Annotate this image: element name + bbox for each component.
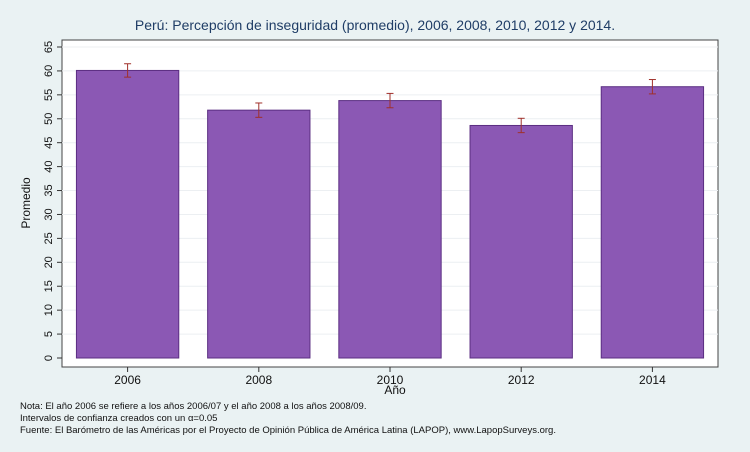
confidence-note: Intervalos de confianza creados con un α… (20, 413, 218, 424)
y-tick-label: 40 (43, 160, 55, 172)
y-tick-label: 35 (43, 184, 55, 196)
x-tick-label: 2012 (508, 373, 535, 387)
x-tick-label: 2008 (245, 373, 272, 387)
y-tick-label: 10 (43, 304, 55, 316)
y-tick-label: 45 (43, 137, 55, 149)
bar-chart: Perú: Percepción de inseguridad (promedi… (19, 17, 719, 397)
y-tick-label: 30 (43, 208, 55, 220)
y-axis-label: Promedio (19, 177, 33, 229)
x-tick-label: 2014 (639, 373, 666, 387)
y-tick-label: 0 (43, 355, 55, 361)
y-tick-label: 25 (43, 232, 55, 244)
y-tick-label: 65 (43, 41, 55, 53)
y-tick-label: 55 (43, 89, 55, 101)
source-text: Fuente: El Barómetro de las Américas por… (20, 425, 556, 436)
y-tick-label: 5 (43, 331, 55, 337)
y-tick-label: 20 (43, 256, 55, 268)
bar (469, 124, 573, 359)
y-tick-label: 60 (43, 65, 55, 77)
y-tick-label: 15 (43, 280, 55, 292)
x-tick-label: 2010 (377, 373, 404, 387)
bar (207, 109, 311, 359)
note-text: Nota: El año 2006 se refiere a los años … (20, 401, 367, 412)
x-tick-label: 2006 (114, 373, 141, 387)
y-tick-label: 50 (43, 113, 55, 125)
x-axis-label: Año (384, 383, 406, 397)
bar (75, 69, 180, 359)
bar (600, 86, 705, 359)
bar (338, 100, 442, 359)
chart-title: Perú: Percepción de inseguridad (promedi… (135, 17, 615, 33)
